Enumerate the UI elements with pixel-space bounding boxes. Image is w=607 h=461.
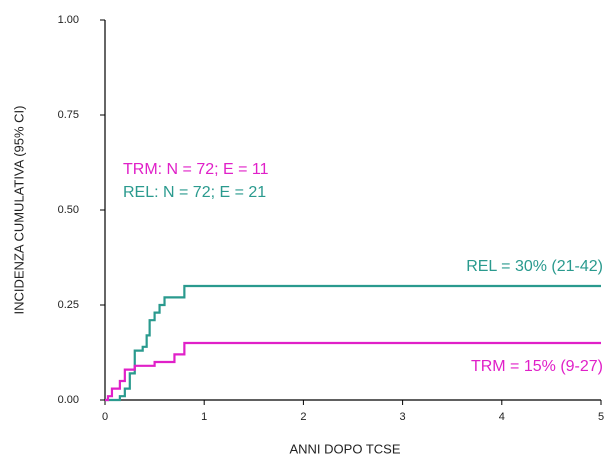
annotation: REL: N = 72; E = 21 [123,184,266,201]
annotation: TRM = 15% (9-27) [471,358,603,375]
x-tick-label: 1 [201,411,207,423]
x-tick-label: 4 [499,411,505,423]
y-axis-label: INCIDENZA CUMULATIVA (95% CI) [11,106,26,315]
y-tick-label: 0.50 [58,204,79,216]
annotation: REL = 30% (21-42) [466,258,603,275]
annotation: TRM: N = 72; E = 11 [123,161,269,178]
x-tick-label: 3 [400,411,406,423]
series-line [105,341,601,402]
x-tick-label: 0 [102,411,108,423]
y-tick-label: 0.25 [58,299,79,311]
x-axis-label: ANNI DOPO TCSE [289,441,400,456]
y-tick-label: 0.75 [58,109,79,121]
series-line [105,284,601,402]
x-tick-label: 5 [598,411,604,423]
y-tick-label: 1.00 [58,14,79,26]
y-tick-label: 0.00 [58,394,79,406]
x-tick-label: 2 [300,411,306,423]
